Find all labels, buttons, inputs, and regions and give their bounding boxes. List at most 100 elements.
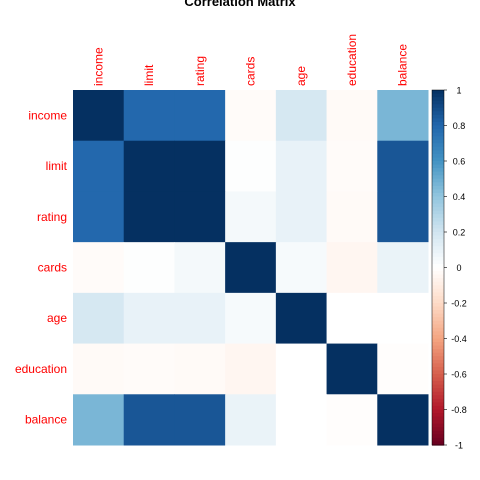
colorbar: 1 0.8 0.6 0.4 0.2 0 -0.2 -0.4 -0.6 -0.8 -1 [431,86,467,451]
heatmap-cell-age-cards [225,292,277,345]
colorbar-tick-label: -0.6 [451,370,467,380]
colorbar-segment [432,437,444,443]
heatmap-cell-limit-age [275,140,328,192]
heatmap-cell-balance-income [73,394,125,446]
heatmap-cell-age-balance [377,292,429,345]
colorbar-segment [432,405,444,411]
heatmap-cell-rating-limit [123,191,175,243]
colorbar-segment [432,363,444,368]
colorbar-segment [432,352,444,357]
colorbar-segment [432,228,444,233]
colorbar-segment [432,150,444,155]
row-label-cards: cards [38,261,67,275]
colorbar-segment [432,139,444,144]
heatmap-cell-age-age [275,292,328,345]
colorbar-segment [432,217,444,222]
colorbar-segment [432,413,444,418]
colorbar-segment [432,324,444,329]
column-label-income: income [91,47,105,86]
colorbar-segment [432,349,444,354]
heatmap-cell-rating-cards [225,191,277,243]
colorbar-segment [432,388,444,393]
heatmap-cell-cards-limit [123,242,175,294]
colorbar-segment [432,398,444,403]
heatmap-cell-education-income [73,343,125,395]
colorbar-segment [432,207,444,212]
colorbar-segment [432,260,444,265]
row-label-balance: balance [25,413,67,427]
colorbar-segment [432,281,444,286]
colorbar-segment [432,90,444,95]
colorbar-segment [432,182,444,187]
colorbar-segment [432,175,444,180]
heatmap-cell-education-education [326,343,378,395]
row-label-income: income [28,108,67,122]
colorbar-tick-label: 0.6 [453,157,466,167]
colorbar-segment [432,416,444,421]
colorbar-segment [432,146,444,151]
colorbar-segment [432,104,444,109]
heatmap-cell-rating-education [326,191,378,243]
colorbar-segment [432,242,444,247]
heatmap-cells [73,90,429,446]
column-labels: income limit rating cards age education balanc… [91,34,409,86]
column-label-rating: rating [193,56,207,86]
heatmap-cell-rating-balance [377,191,429,243]
colorbar-segment [432,171,444,176]
colorbar-segment [432,232,444,237]
colorbar-segment [432,374,444,379]
heatmap-cell-balance-limit [123,394,175,446]
heatmap-cell-balance-age [275,394,328,446]
colorbar-segment [432,366,444,372]
colorbar-segment [432,384,444,389]
column-label-limit: limit [142,64,156,86]
chart-title: Correlation Matrix [184,0,296,9]
colorbar-segment [432,136,444,141]
colorbar-tick-label: -0.2 [451,299,467,309]
colorbar-segment [432,192,444,198]
colorbar-segment [432,381,444,386]
colorbar-segment [432,185,444,190]
colorbar-segment [432,395,444,400]
colorbar-segment [432,423,444,428]
colorbar-segment [432,224,444,230]
colorbar-segment [432,391,444,396]
heatmap-cell-cards-income [73,242,125,294]
colorbar-segment [432,320,444,325]
colorbar-segment [432,121,444,127]
heatmap-cell-cards-balance [377,242,429,294]
colorbar-segment [432,292,444,297]
row-label-age: age [47,311,67,325]
colorbar-segment [432,125,444,130]
colorbar-tick-label: -0.4 [451,334,467,344]
heatmap-cell-age-education [326,292,378,345]
colorbar-segment [432,274,444,279]
colorbar-segment [432,200,444,205]
heatmap-cell-cards-cards [225,242,277,294]
heatmap-cell-income-limit [123,90,175,142]
column-label-education: education [345,34,359,86]
heatmap-cell-cards-rating [174,242,226,294]
colorbar-segment [432,310,444,315]
colorbar-segment [432,331,444,336]
colorbar-segment [432,345,444,350]
heatmap-cell-income-income [73,90,125,142]
colorbar-segment [432,143,444,148]
colorbar-segment [432,203,444,208]
colorbar-segment [432,317,444,322]
colorbar-segment [432,196,444,201]
column-label-age: age [294,66,308,86]
heatmap-cell-income-balance [377,90,429,142]
heatmap-cell-education-cards [225,343,277,395]
heatmap-cell-income-rating [174,90,226,142]
colorbar-segment [432,235,444,240]
colorbar-segment [432,409,444,414]
colorbar-segment [432,132,444,137]
heatmap-cell-income-cards [225,90,277,142]
colorbar-segment [432,430,444,435]
colorbar-segment [432,153,444,159]
colorbar-segment [432,214,444,219]
colorbar-segment [432,313,444,318]
colorbar-segment [432,263,444,269]
